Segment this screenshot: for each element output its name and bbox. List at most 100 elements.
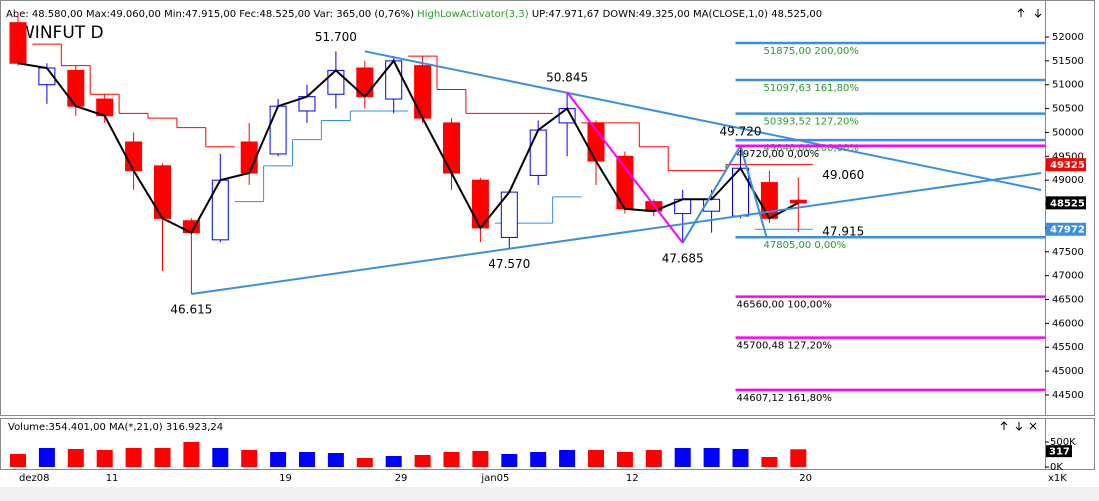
volume-bar (443, 452, 460, 467)
x-tick-label: dez08 (19, 473, 49, 484)
y-tick-label: 45000 (1052, 366, 1084, 377)
volume-bar (588, 450, 604, 467)
y-tick-label: 46500 (1052, 294, 1084, 305)
volume-bar (270, 452, 287, 467)
swing-label: 49.720 (720, 124, 762, 138)
volume-bar (472, 451, 489, 467)
x-tick-label: jan05 (480, 473, 509, 484)
volume-bar (559, 450, 576, 467)
price-panel (0, 0, 1095, 416)
swing-label: 49.060 (822, 168, 864, 182)
swing-label: 51.700 (315, 30, 357, 44)
chart-title: WINFUT D (18, 23, 104, 43)
header-values: Abe: 48.580,00 Max:49.060,00 Min:47.915,… (6, 9, 414, 20)
fib-label: 51097,63 161,80% (764, 83, 859, 94)
candle-body (240, 141, 258, 174)
volume-title: Volume:354.401,00 MA(*,21,0) 316.923,24 (8, 422, 223, 433)
fib-label: 49720,00 0,00% (737, 149, 820, 160)
volume-bar (530, 452, 547, 467)
volume-unit: x1K (1048, 473, 1067, 484)
candle-body (327, 69, 345, 95)
volume-bar (125, 448, 142, 467)
volume-bar (501, 454, 518, 467)
y-tick-label: 500K (1050, 437, 1076, 448)
volume-bar (385, 456, 402, 467)
volume-bar (732, 449, 749, 467)
y-tick-label: 46000 (1052, 318, 1084, 329)
volume-bar (241, 450, 258, 467)
y-tick-label: 47500 (1052, 247, 1084, 258)
candle-body (443, 122, 460, 174)
fib-label: 49840,00 100,00% (764, 143, 859, 154)
trendline (364, 50, 1042, 191)
volume-bar (299, 452, 315, 467)
x-tick-label: 11 (106, 473, 119, 484)
fib-label: 47805,00 0,00% (764, 240, 847, 251)
panel-arrows[interactable] (1017, 8, 1042, 18)
x-tick-label: 20 (799, 473, 812, 484)
volume-bar (790, 449, 807, 467)
y-tick-label: 51000 (1052, 80, 1084, 91)
price-marker-label: 47972 (1050, 225, 1085, 236)
x-tick-label: 12 (626, 473, 639, 484)
indicator-name: HighLowActivator(3,3) (417, 9, 529, 20)
candle-body (789, 199, 807, 204)
volume-panel-buttons[interactable] (1000, 421, 1037, 431)
volume-bar (67, 449, 84, 467)
volume-bar (38, 448, 55, 467)
price-marker (1046, 158, 1086, 172)
y-tick-label: 45500 (1052, 342, 1084, 353)
candle-body (9, 22, 27, 64)
volume-bar (96, 450, 113, 467)
y-tick-label: 50000 (1052, 127, 1084, 138)
candle-body (125, 141, 143, 172)
fib-label: 44607,12 161,80% (737, 393, 832, 404)
y-tick-label: 51500 (1052, 56, 1084, 67)
volume-panel (0, 418, 1095, 470)
trendline (566, 91, 684, 244)
trendline (681, 145, 742, 244)
fib-label: 50393,52 127,20% (764, 117, 859, 128)
volume-bar (10, 454, 26, 467)
y-tick-label: 47000 (1052, 271, 1084, 282)
volume-bar (703, 448, 720, 467)
volume-bar (761, 457, 778, 467)
candle-body (529, 129, 547, 176)
y-tick-label: 50500 (1052, 104, 1084, 115)
candle-body (269, 105, 287, 155)
y-tick-label: 0K (1050, 462, 1063, 473)
price-marker (1046, 196, 1086, 210)
price-marker-label: 49325 (1050, 160, 1085, 171)
fib-label: 45700,48 127,20% (737, 341, 832, 352)
volume-marker-label: 317 (1049, 447, 1070, 458)
trendline (191, 172, 1042, 295)
y-tick-label: 49000 (1052, 175, 1084, 186)
swing-label: 50.845 (546, 71, 588, 85)
volume-bar (674, 448, 691, 467)
volume-bar (183, 442, 200, 467)
swing-label: 47.915 (822, 224, 864, 238)
volume-bar (616, 452, 633, 467)
y-tick-label: 49500 (1052, 151, 1084, 162)
close-line (17, 59, 799, 234)
volume-bar (212, 448, 229, 467)
x-tick-label: 29 (395, 473, 408, 484)
fib-label: 46560,00 100,00% (737, 300, 832, 311)
volume-bar (154, 448, 171, 467)
volume-bar (414, 455, 431, 467)
scrollbar[interactable] (0, 487, 1099, 501)
swing-label: 47.685 (662, 251, 704, 265)
y-tick-label: 44500 (1052, 390, 1084, 401)
volume-bar (327, 453, 344, 467)
indicator-values: UP:47.971,67 DOWN:49.325,00 MA(CLOSE,1,0… (532, 9, 822, 20)
trendline (739, 145, 768, 238)
price-marker-label: 48525 (1050, 198, 1085, 209)
swing-label: 47.570 (488, 257, 530, 271)
x-tick-label: 19 (279, 473, 292, 484)
volume-bar (645, 450, 662, 467)
volume-bar (356, 458, 373, 467)
fib-label: 51875,00 200,00% (764, 46, 859, 57)
volume-marker (1046, 445, 1072, 458)
